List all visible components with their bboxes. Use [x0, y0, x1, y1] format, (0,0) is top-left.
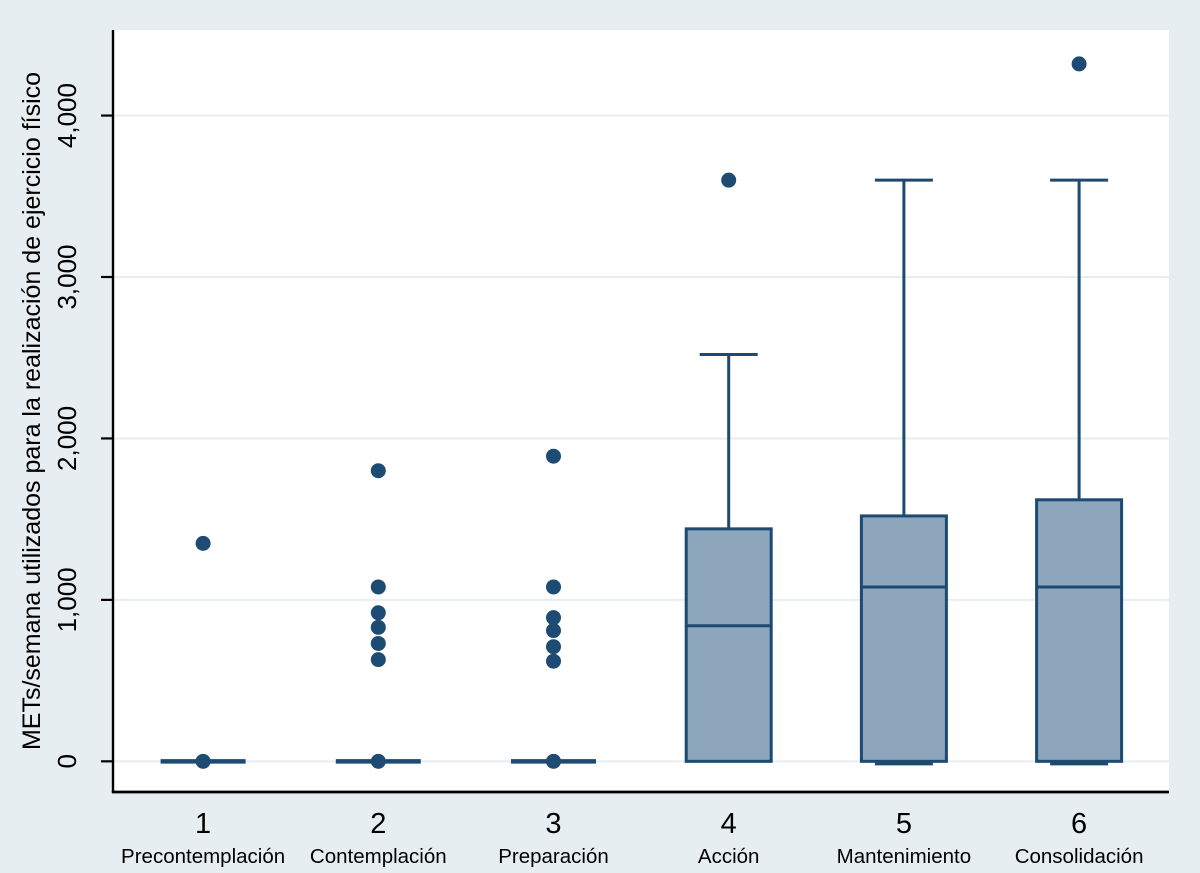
outlier-dot — [721, 172, 737, 188]
outlier-dot — [546, 448, 561, 464]
y-tick-label: 2,000 — [52, 406, 82, 471]
x-category-label: Preparación — [498, 845, 609, 868]
x-category-number: 3 — [545, 808, 561, 840]
x-category-number: 5 — [896, 808, 912, 840]
x-category-label: Contemplación — [310, 845, 447, 868]
outlier-dot — [546, 610, 561, 626]
x-category-label: Acción — [698, 845, 760, 868]
outlier-dot — [370, 463, 386, 479]
outlier-dot — [546, 753, 561, 769]
box — [684, 527, 773, 763]
outlier-dot — [370, 652, 386, 668]
outlier-dot — [546, 639, 561, 655]
outlier-dot — [370, 605, 386, 621]
y-tick-label: 3,000 — [52, 244, 82, 309]
outlier-dot — [195, 535, 211, 551]
x-category-number: 2 — [370, 808, 386, 840]
box — [859, 514, 948, 763]
outlier-dot — [546, 623, 561, 639]
y-tick-label: 0 — [52, 754, 82, 768]
x-category-number: 4 — [721, 808, 737, 840]
outlier-dot — [195, 753, 211, 769]
outlier-dot — [1071, 56, 1087, 72]
plot-area — [113, 30, 1169, 792]
outlier-dot — [370, 619, 386, 635]
outlier-dot — [546, 653, 561, 669]
x-category-number: 1 — [195, 808, 211, 840]
outlier-dot — [546, 579, 561, 595]
outlier-dot — [370, 753, 386, 769]
y-tick-label: 1,000 — [52, 567, 82, 632]
x-category-label: Precontemplación — [121, 845, 285, 868]
x-category-label: Consolidación — [1015, 845, 1144, 868]
x-category-number: 6 — [1071, 808, 1087, 840]
y-tick-label: 4,000 — [52, 83, 82, 148]
box — [1035, 498, 1124, 763]
y-axis-title: METs/semana utilizados para la realizaci… — [18, 72, 46, 750]
outlier-dot — [370, 579, 386, 595]
outlier-dot — [370, 635, 386, 651]
x-category-label: Mantenimiento — [837, 845, 971, 868]
